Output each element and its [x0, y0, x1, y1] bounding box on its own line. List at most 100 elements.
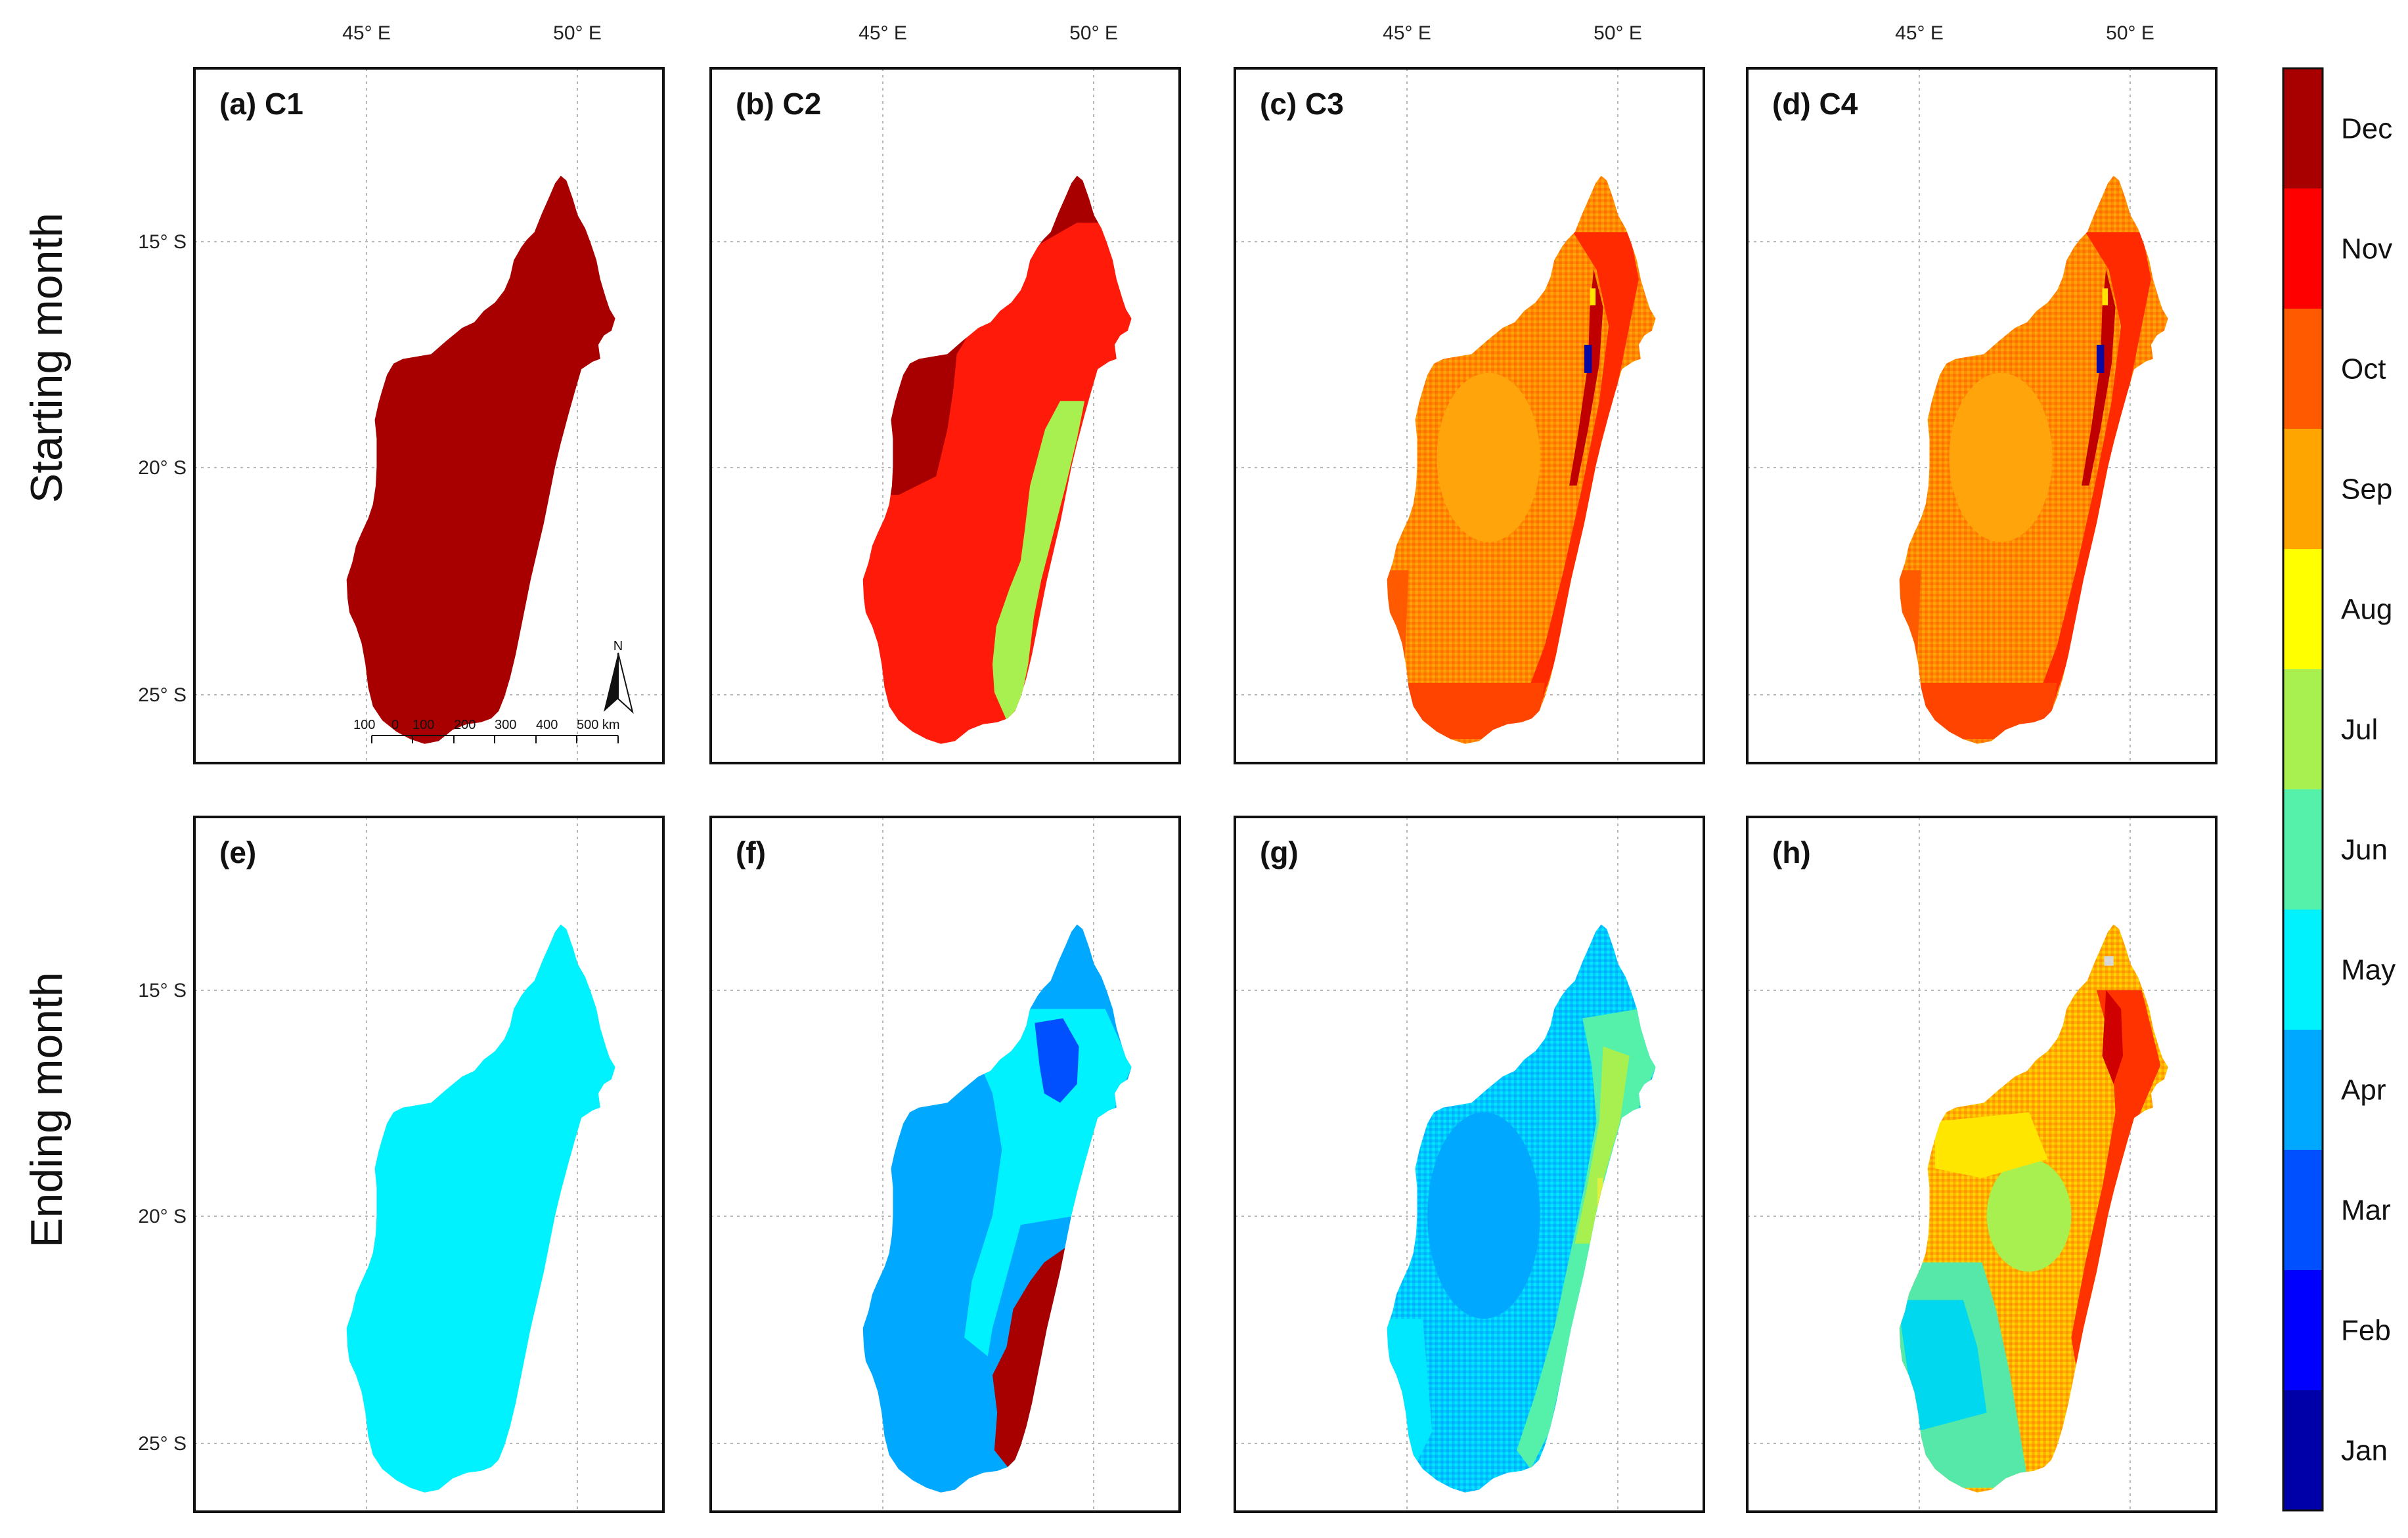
- colorbar-label-jul: Jul: [2341, 714, 2378, 746]
- panel-title: (b) C2: [736, 87, 821, 121]
- region-aug: [1935, 1112, 2048, 1178]
- colorbar-label-oct: Oct: [2341, 353, 2386, 385]
- scale-label: 100: [353, 718, 375, 732]
- madagascar-map: [1387, 924, 1656, 1493]
- panel-frame: [1234, 816, 1705, 1513]
- panel-h: (h): [1746, 816, 2218, 1513]
- lat-tick: 20° S: [138, 457, 187, 479]
- panel-frame: [1746, 67, 2218, 764]
- region-oct-south: [1916, 682, 2057, 739]
- region-may: [964, 1009, 1132, 1357]
- region-jan: [1584, 345, 1592, 373]
- colorbar-label-dec: Dec: [2341, 113, 2392, 145]
- region-nov: [2071, 990, 2161, 1366]
- colorbar-swatch-apr: [2283, 1030, 2323, 1151]
- madagascar-map: [1387, 175, 1656, 744]
- colorbar-label-may: May: [2341, 954, 2396, 986]
- region-dec: [1569, 269, 1603, 486]
- row-label-ending: Ending month: [22, 972, 72, 1248]
- lon-tick: 50° E: [1069, 22, 1118, 44]
- scale-label: 100: [412, 718, 434, 732]
- colorbar-swatch-jan: [2283, 1390, 2323, 1511]
- colorbar-swatch-aug: [2283, 549, 2323, 670]
- colorbar: Dec Nov Oct Sep Aug Jul Jun May Apr Mar Feb Jan: [2282, 67, 2396, 1512]
- colorbar-swatch-may: [2283, 910, 2323, 1030]
- lon-tick: 45° E: [342, 22, 391, 44]
- region-jan: [2096, 345, 2105, 373]
- region-jul: [1574, 1046, 1630, 1244]
- region-sep: [1949, 372, 2053, 542]
- panel-title: (h): [1772, 835, 1811, 869]
- region-may: [1899, 1300, 1987, 1432]
- region-apr: [862, 924, 1132, 1493]
- colorbar-swatch-jun: [2283, 789, 2323, 910]
- colorbar-swatch-jul: [2283, 669, 2323, 790]
- madagascar-map: [862, 175, 1132, 744]
- panel-frame: [709, 816, 1181, 1513]
- region-apr: [1427, 1112, 1540, 1319]
- madagascar-map: [346, 924, 615, 1493]
- madagascar-map: [1899, 175, 2168, 744]
- region-nodata: [2104, 956, 2114, 966]
- region-dec: [2102, 990, 2123, 1084]
- region-dec: [2082, 269, 2116, 486]
- colorbar-label-apr: Apr: [2341, 1074, 2386, 1107]
- madagascar-map: [862, 924, 1132, 1493]
- scale-label: 300: [495, 718, 516, 732]
- colorbar-swatch-mar: [2283, 1150, 2323, 1271]
- panel-frame: [1234, 67, 1705, 764]
- panel-d: 45° E 50° E (d) C4: [1746, 22, 2218, 764]
- region-aug: [1597, 1177, 1603, 1216]
- lon-tick: 50° E: [1594, 22, 1642, 44]
- colorbar-label-sep: Sep: [2341, 473, 2392, 506]
- lon-tick: 50° E: [553, 22, 602, 44]
- region-dec: [346, 175, 615, 744]
- region-nov: [862, 175, 1132, 744]
- panel-frame: [709, 67, 1181, 764]
- panel-frame: [1746, 816, 2218, 1513]
- panel-title: (a) C1: [219, 87, 303, 121]
- panel-frame: [193, 67, 665, 764]
- region-aug: [1590, 288, 1596, 305]
- scale-label: 400: [536, 718, 558, 732]
- north-arrow-icon: N: [604, 639, 634, 714]
- lon-tick: 45° E: [1383, 22, 1431, 44]
- colorbar-label-feb: Feb: [2341, 1315, 2391, 1347]
- lon-tick: 45° E: [858, 22, 907, 44]
- panel-f: (f): [709, 816, 1181, 1513]
- lat-tick: 15° S: [138, 231, 187, 253]
- scale-label: 500 km: [577, 718, 620, 732]
- region-may: [346, 924, 615, 1493]
- scale-label: 0: [391, 718, 399, 732]
- panel-g: (g): [1234, 816, 1705, 1513]
- region-jul: [1986, 1159, 2072, 1272]
- colorbar-swatch-sep: [2283, 429, 2323, 550]
- colorbar-swatch-oct: [2283, 309, 2323, 429]
- panel-b: 45° E 50° E (b) C2: [709, 22, 1181, 764]
- scale-bar: 100 0 100 200 300 400 500 km: [353, 718, 620, 743]
- north-label: N: [613, 639, 623, 653]
- colorbar-swatch-nov: [2283, 188, 2323, 309]
- panel-frame: [193, 816, 665, 1513]
- region-oct-south: [1404, 682, 1545, 739]
- region-oct-west: [1899, 570, 1921, 683]
- region-oct-west: [1387, 570, 1409, 683]
- colorbar-label-jan: Jan: [2341, 1435, 2388, 1467]
- colorbar-frame: [2282, 67, 2324, 1512]
- madagascar-map: [346, 175, 615, 744]
- lon-tick: 45° E: [1895, 22, 1944, 44]
- scale-label: 200: [454, 718, 476, 732]
- region-jul: [992, 401, 1085, 722]
- panel-title: (e): [219, 835, 256, 869]
- panel-title: (c) C3: [1260, 87, 1344, 121]
- region-sep: [1437, 372, 1540, 542]
- row-label-starting: Starting month: [22, 213, 72, 503]
- colorbar-label-aug: Aug: [2341, 594, 2392, 626]
- madagascar-map: [1899, 924, 2168, 1493]
- lat-tick: 15° S: [138, 980, 187, 1001]
- region-nov: [2029, 232, 2151, 720]
- panel-title: (d) C4: [1772, 87, 1858, 121]
- panel-c: 45° E 50° E (c) C3: [1234, 22, 1705, 764]
- colorbar-label-jun: Jun: [2341, 834, 2388, 866]
- colorbar-label-mar: Mar: [2341, 1195, 2391, 1227]
